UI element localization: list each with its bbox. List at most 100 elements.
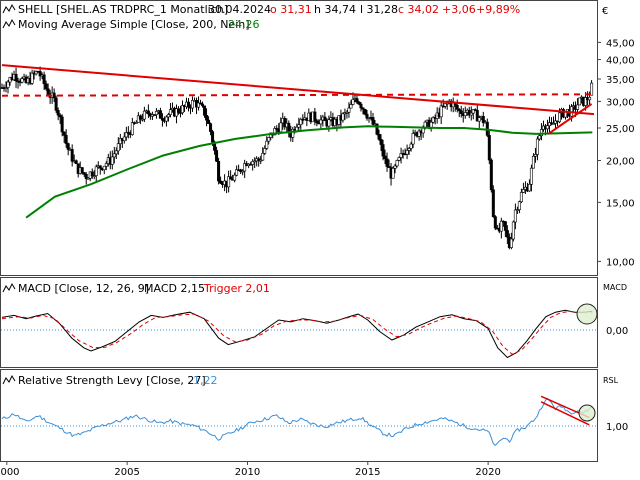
price-trend-line [1,64,595,116]
price-tick-label: 35,00 [606,75,635,86]
price-candle [134,122,138,124]
price-candle [313,111,317,121]
price-legend: SHELL [SHEL.AS TRDPRC_1 Monatlich] 30.04… [2,3,520,31]
price-trend-line [547,103,593,135]
price-candle [54,97,58,111]
price-candle [471,109,475,114]
price-candle [291,128,295,138]
macd-panel-frame [0,277,598,368]
price-candle [60,116,64,133]
price-candle [411,133,415,145]
price-tick-label: 10,00 [606,257,635,268]
price-candle [98,165,102,169]
macd-value: MACD 2,15 [144,282,205,295]
price-candle [217,161,221,182]
price-series [0,66,594,250]
price-candle [44,83,48,90]
price-candle [443,103,447,107]
change-value: +3,06 [442,3,476,16]
price-candle [176,108,180,113]
price-candle [590,82,594,96]
price-candle [457,108,461,112]
price-candle [327,119,331,127]
price-candle [503,221,507,231]
rsl-axis-title: RSL [603,376,619,385]
price-candle [118,138,122,145]
price-candle [283,118,287,128]
macd-axis-title: MACD [603,283,627,292]
price-candle [154,111,158,115]
price-candle [235,169,239,176]
price-tick-label: 40,00 [606,56,635,67]
price-candle [491,189,495,217]
close-value: c 34,02 [398,3,439,16]
x-tick-label: 2020 [475,467,500,478]
rsl-panel-frame [0,369,598,462]
price-candle [377,134,381,140]
price-candle [257,158,261,162]
price-candle [357,101,361,105]
price-candle [66,143,70,150]
price-candle [201,103,205,107]
price-candle [102,165,106,171]
trigger-value: Trigger 2,01 [203,282,270,295]
price-candle [499,220,503,232]
price-candle [146,110,150,115]
price-candle [487,135,491,161]
price-candle [243,163,247,172]
price-candle [114,150,118,155]
price-candle [519,192,523,203]
price-candle [6,81,10,88]
price-candle [407,148,411,151]
price-candle [509,238,513,248]
price-candle [459,110,463,114]
price-candle [527,183,531,192]
price-candle [345,111,349,114]
x-tick-label: 2015 [355,467,380,478]
price-candle [84,173,88,179]
price-candle [20,78,24,83]
price-candle [385,158,389,167]
price-candle [547,122,551,126]
price-candle [229,176,233,180]
price-candle [46,88,50,96]
price-candle [469,112,473,116]
price-candle [395,160,399,167]
rsl-line [1,397,592,446]
price-candle [187,101,191,108]
price-candle [578,97,582,106]
price-candle [197,102,201,108]
price-candle [205,114,209,121]
price-candle [110,156,114,165]
price-candle [211,131,215,143]
price-candle [42,74,46,85]
price-candle [166,114,170,118]
price-candle [209,123,213,132]
price-tick-label: 45,00 [606,38,635,49]
rsl-label: Relative Strength Levy [Close, 27] [18,374,206,387]
main-title: SHELL [SHEL.AS TRDPRC_1 Monatlich] [18,3,228,16]
price-candle [90,171,94,177]
price-candle [80,167,84,173]
x-tick-label: 2010 [235,467,260,478]
price-candle [431,117,435,123]
ma-value: 24,26 [228,18,260,31]
price-candle [515,209,519,211]
price-candle [112,153,116,158]
price-candle [273,128,277,136]
moving-average-line [25,125,593,219]
price-candle [467,109,471,116]
price-candle [160,118,164,121]
open-value: o 31,31 [270,3,312,16]
price-candle [475,109,479,122]
price-candle [138,115,142,120]
price-candle [351,99,355,105]
price-candle [391,168,395,179]
price-candle [104,163,108,167]
price-candle [4,87,8,89]
price-candle [94,166,98,176]
macd-legend: MACD [Close, 12, 26, 9] MACD 2,15 Trigge… [2,282,270,295]
price-candle [383,155,387,160]
price-candle [62,131,66,136]
price-candle [215,150,219,162]
